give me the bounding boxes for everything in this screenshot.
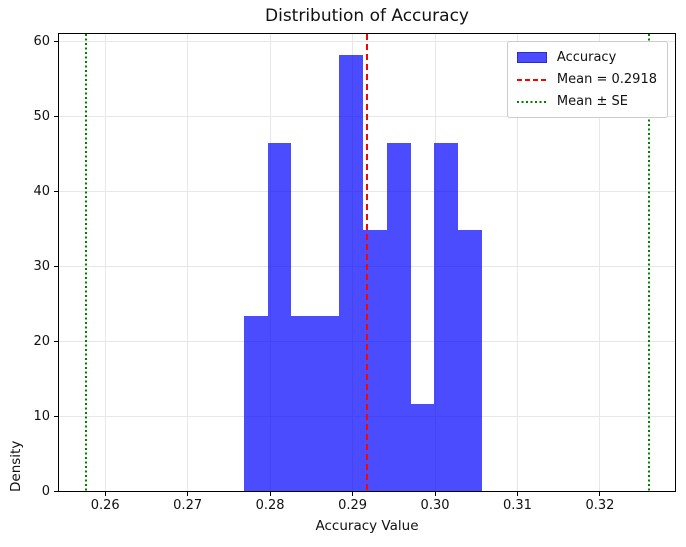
x-tick-label: 0.28: [255, 498, 285, 513]
legend-label: Accuracy: [556, 50, 617, 65]
histogram-bar: [362, 229, 387, 491]
x-tick-label: 0.32: [585, 498, 615, 513]
x-tick-label: 0.26: [90, 498, 120, 513]
grid-line-vertical: [187, 34, 189, 491]
chart-title: Distribution of Accuracy: [265, 6, 469, 26]
grid-line-vertical: [104, 34, 106, 491]
x-tick-label: 0.30: [420, 498, 450, 513]
x-tick-label: 0.27: [173, 498, 203, 513]
legend-label: Mean = 0.2918: [556, 72, 657, 87]
legend-item-mean: Mean = 0.2918: [516, 71, 657, 88]
x-tick: [434, 492, 436, 496]
accuracy-swatch-icon: [516, 52, 547, 63]
legend-item-accuracy: Accuracy: [516, 49, 657, 66]
plot-area: Accuracy Mean = 0.2918 Mean ± SE: [58, 33, 676, 492]
lines-layer: [59, 34, 675, 491]
histogram-bar: [339, 54, 363, 491]
histogram-bar: [291, 316, 316, 491]
y-axis-label: Density: [8, 440, 24, 492]
x-tick: [516, 492, 518, 496]
x-tick: [104, 492, 106, 496]
histogram-bar: [410, 404, 435, 491]
x-tick: [352, 492, 354, 496]
legend: Accuracy Mean = 0.2918 Mean ± SE: [506, 41, 668, 118]
legend-label: Mean ± SE: [556, 94, 628, 109]
legend-item-se: Mean ± SE: [516, 93, 657, 110]
mean-dashed-line-icon: [516, 78, 547, 81]
bars-layer: [59, 34, 675, 491]
histogram-bar: [386, 142, 411, 491]
x-tick: [269, 492, 271, 496]
histogram-bar: [434, 142, 459, 491]
histogram-bar: [458, 229, 483, 491]
x-tick-label: 0.29: [338, 498, 368, 513]
mean-minus-se-line: [85, 34, 88, 491]
mean-line: [366, 34, 369, 491]
se-dotted-line-icon: [516, 100, 547, 103]
histogram-bar: [243, 316, 268, 491]
mean-plus-se-line: [647, 34, 650, 491]
x-axis-label: Accuracy Value: [315, 518, 419, 534]
grid-line-vertical: [516, 34, 518, 491]
x-tick: [599, 492, 601, 496]
histogram-bar: [267, 142, 292, 491]
x-tick: [187, 492, 189, 496]
grid-line-vertical: [599, 34, 601, 491]
histogram-bar: [315, 316, 340, 491]
x-tick-label: 0.31: [503, 498, 532, 513]
